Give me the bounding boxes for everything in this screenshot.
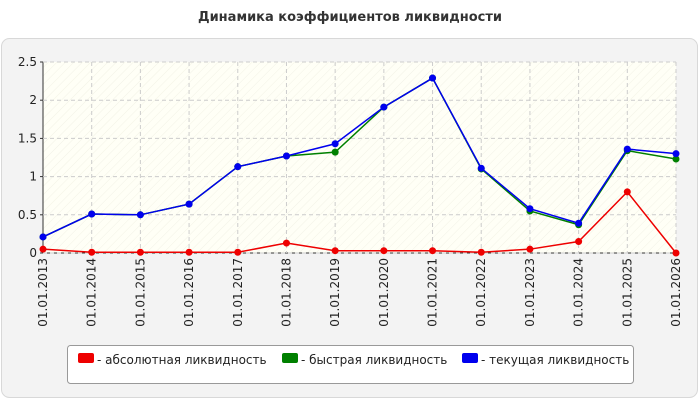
x-tick-label: 01.01.2017 <box>231 258 245 327</box>
x-tick-label: 01.01.2024 <box>572 258 586 327</box>
y-tick-label: 0.5 <box>18 208 37 222</box>
data-point <box>672 249 680 257</box>
data-point <box>185 248 193 256</box>
x-tick-label: 01.01.2013 <box>36 258 50 327</box>
y-tick-label: 1.5 <box>18 131 37 145</box>
x-tick-label: 01.01.2021 <box>426 258 440 327</box>
x-tick-label: 01.01.2022 <box>474 258 488 327</box>
legend-swatch <box>282 353 298 363</box>
data-point <box>185 200 193 208</box>
data-point <box>429 247 437 255</box>
data-point <box>575 219 583 227</box>
x-tick-label: 01.01.2019 <box>328 258 342 327</box>
x-tick-label: 01.01.2014 <box>85 258 99 327</box>
legend-swatch <box>78 353 94 363</box>
data-point <box>88 248 96 256</box>
chart-title: Динамика коэффициентов ликвидности <box>198 10 502 25</box>
data-point <box>39 245 47 253</box>
data-point <box>575 238 583 246</box>
legend <box>67 345 634 384</box>
data-point <box>39 233 47 241</box>
x-tick-label: 01.01.2018 <box>279 258 293 327</box>
x-tick-label: 01.01.2026 <box>669 258 683 327</box>
data-point <box>282 152 290 160</box>
legend-label: - быстрая ликвидность <box>301 353 447 367</box>
data-point <box>672 155 680 163</box>
data-point <box>429 74 437 82</box>
data-point <box>380 247 388 255</box>
data-point <box>623 145 631 153</box>
legend-label: - абсолютная ликвидность <box>97 353 267 367</box>
x-tick-label: 01.01.2023 <box>523 258 537 327</box>
data-point <box>136 211 144 219</box>
data-point <box>526 245 534 253</box>
data-point <box>623 188 631 196</box>
data-point <box>477 248 485 256</box>
y-tick-label: 2.5 <box>18 55 37 69</box>
data-point <box>234 248 242 256</box>
data-point <box>234 163 242 171</box>
data-point <box>136 248 144 256</box>
data-point <box>331 148 339 156</box>
x-tick-label: 01.01.2025 <box>620 258 634 327</box>
x-tick-label: 01.01.2015 <box>133 258 147 327</box>
y-tick-label: 1 <box>29 170 37 184</box>
series-line <box>42 190 677 254</box>
legend-swatch <box>462 353 478 363</box>
data-point <box>88 210 96 218</box>
data-point <box>380 103 388 111</box>
data-point <box>526 205 534 213</box>
data-point <box>477 164 485 172</box>
x-tick-label: 01.01.2016 <box>182 258 196 327</box>
data-point <box>331 247 339 255</box>
legend-label: - текущая ликвидность <box>481 353 629 367</box>
y-tick-label: 0 <box>29 246 37 260</box>
data-point <box>331 140 339 148</box>
data-point <box>282 239 290 247</box>
x-tick-label: 01.01.2020 <box>377 258 391 327</box>
y-tick-label: 2 <box>29 93 37 107</box>
series-line <box>42 76 677 238</box>
data-point <box>672 150 680 158</box>
